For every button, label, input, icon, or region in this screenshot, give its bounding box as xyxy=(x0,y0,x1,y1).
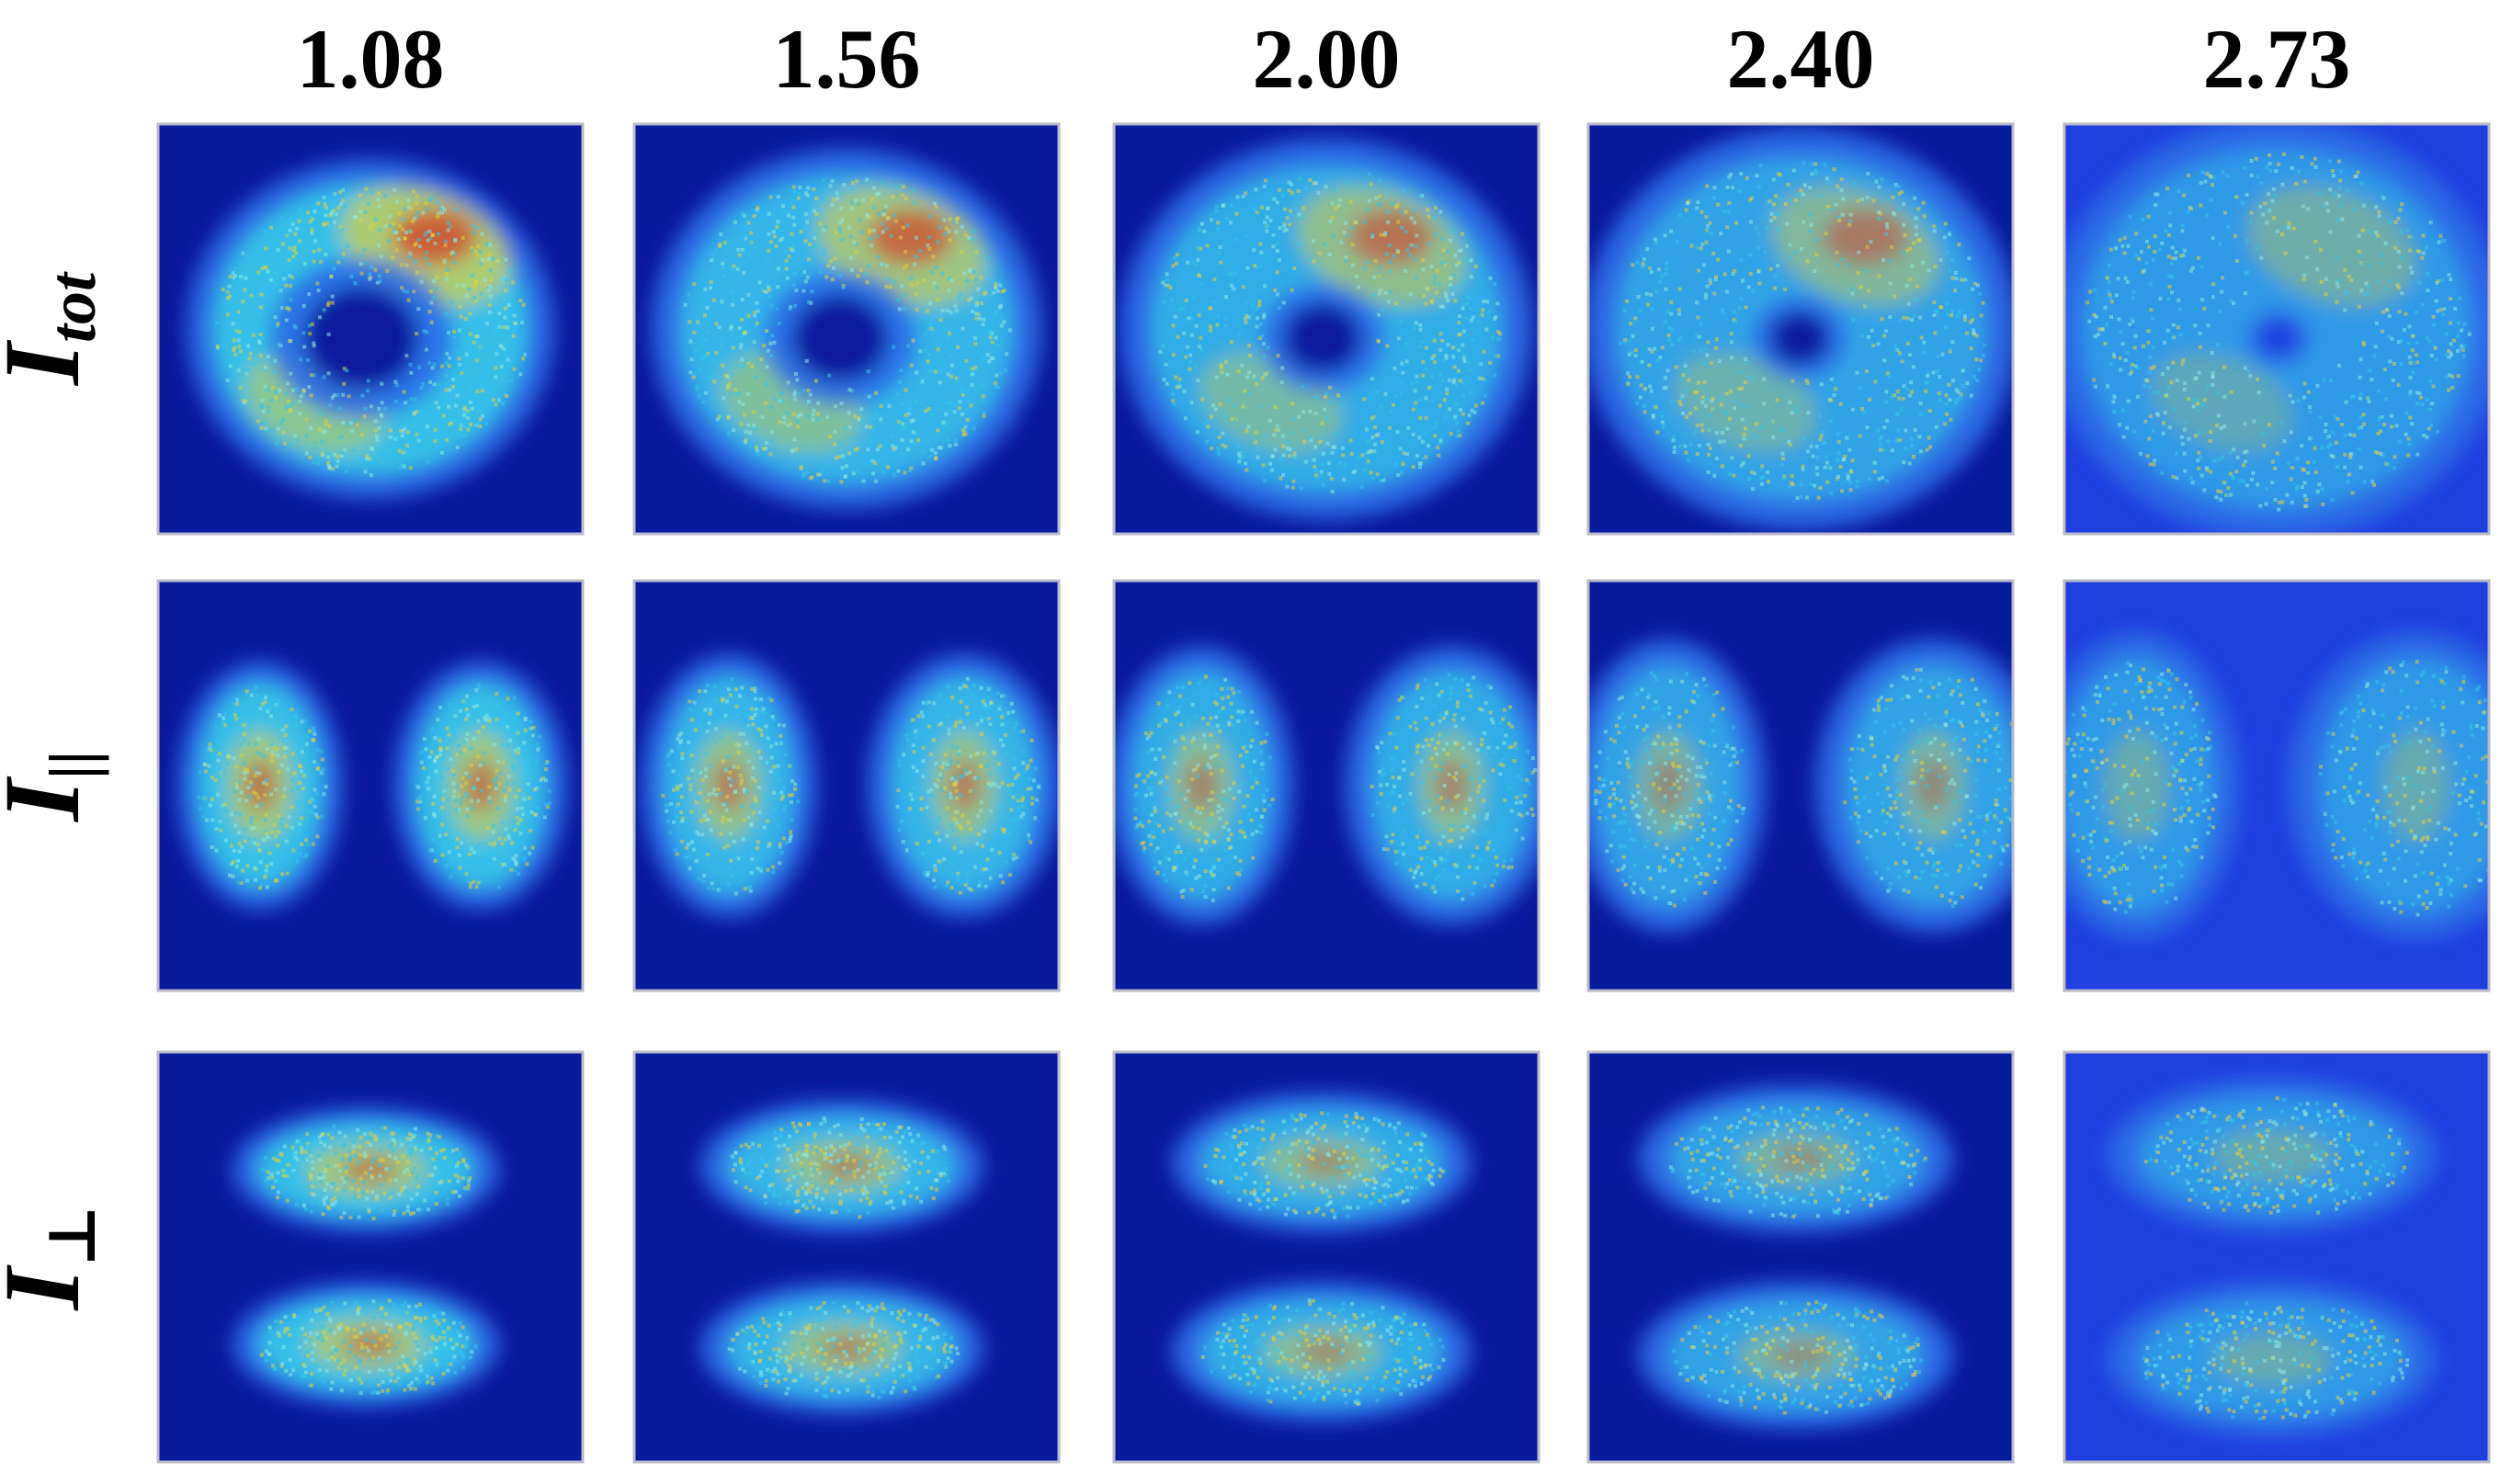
intensity-panel xyxy=(632,122,1061,536)
intensity-panel xyxy=(1586,1050,2015,1464)
intensity-panel xyxy=(1586,122,2015,536)
intensity-panel xyxy=(2063,1050,2491,1464)
column-label: 2.40 xyxy=(1727,12,1875,106)
row-label: I⊥ xyxy=(0,1204,109,1311)
column-labels: 1.08 1.56 2.00 2.40 2.73 xyxy=(297,12,2351,106)
panels xyxy=(156,122,2491,1464)
column-label: 1.08 xyxy=(297,12,445,106)
row-label: I|| xyxy=(0,750,109,823)
intensity-panel xyxy=(156,1050,585,1464)
row-label: Itot xyxy=(0,271,109,387)
intensity-panel xyxy=(632,1050,1061,1464)
intensity-panel xyxy=(1112,122,1540,536)
intensity-panel xyxy=(156,122,585,536)
intensity-panel xyxy=(2063,579,2491,992)
row-labels: Itot I|| I⊥ xyxy=(0,271,109,1311)
intensity-panel xyxy=(1112,579,1540,992)
intensity-panel xyxy=(1112,1050,1540,1464)
intensity-panel xyxy=(156,579,585,992)
column-label: 2.73 xyxy=(2203,12,2351,106)
intensity-panel xyxy=(1586,579,2015,992)
intensity-panel xyxy=(632,579,1061,992)
intensity-panel xyxy=(2063,122,2491,536)
column-label: 2.00 xyxy=(1253,12,1401,106)
column-label: 1.56 xyxy=(773,12,921,106)
